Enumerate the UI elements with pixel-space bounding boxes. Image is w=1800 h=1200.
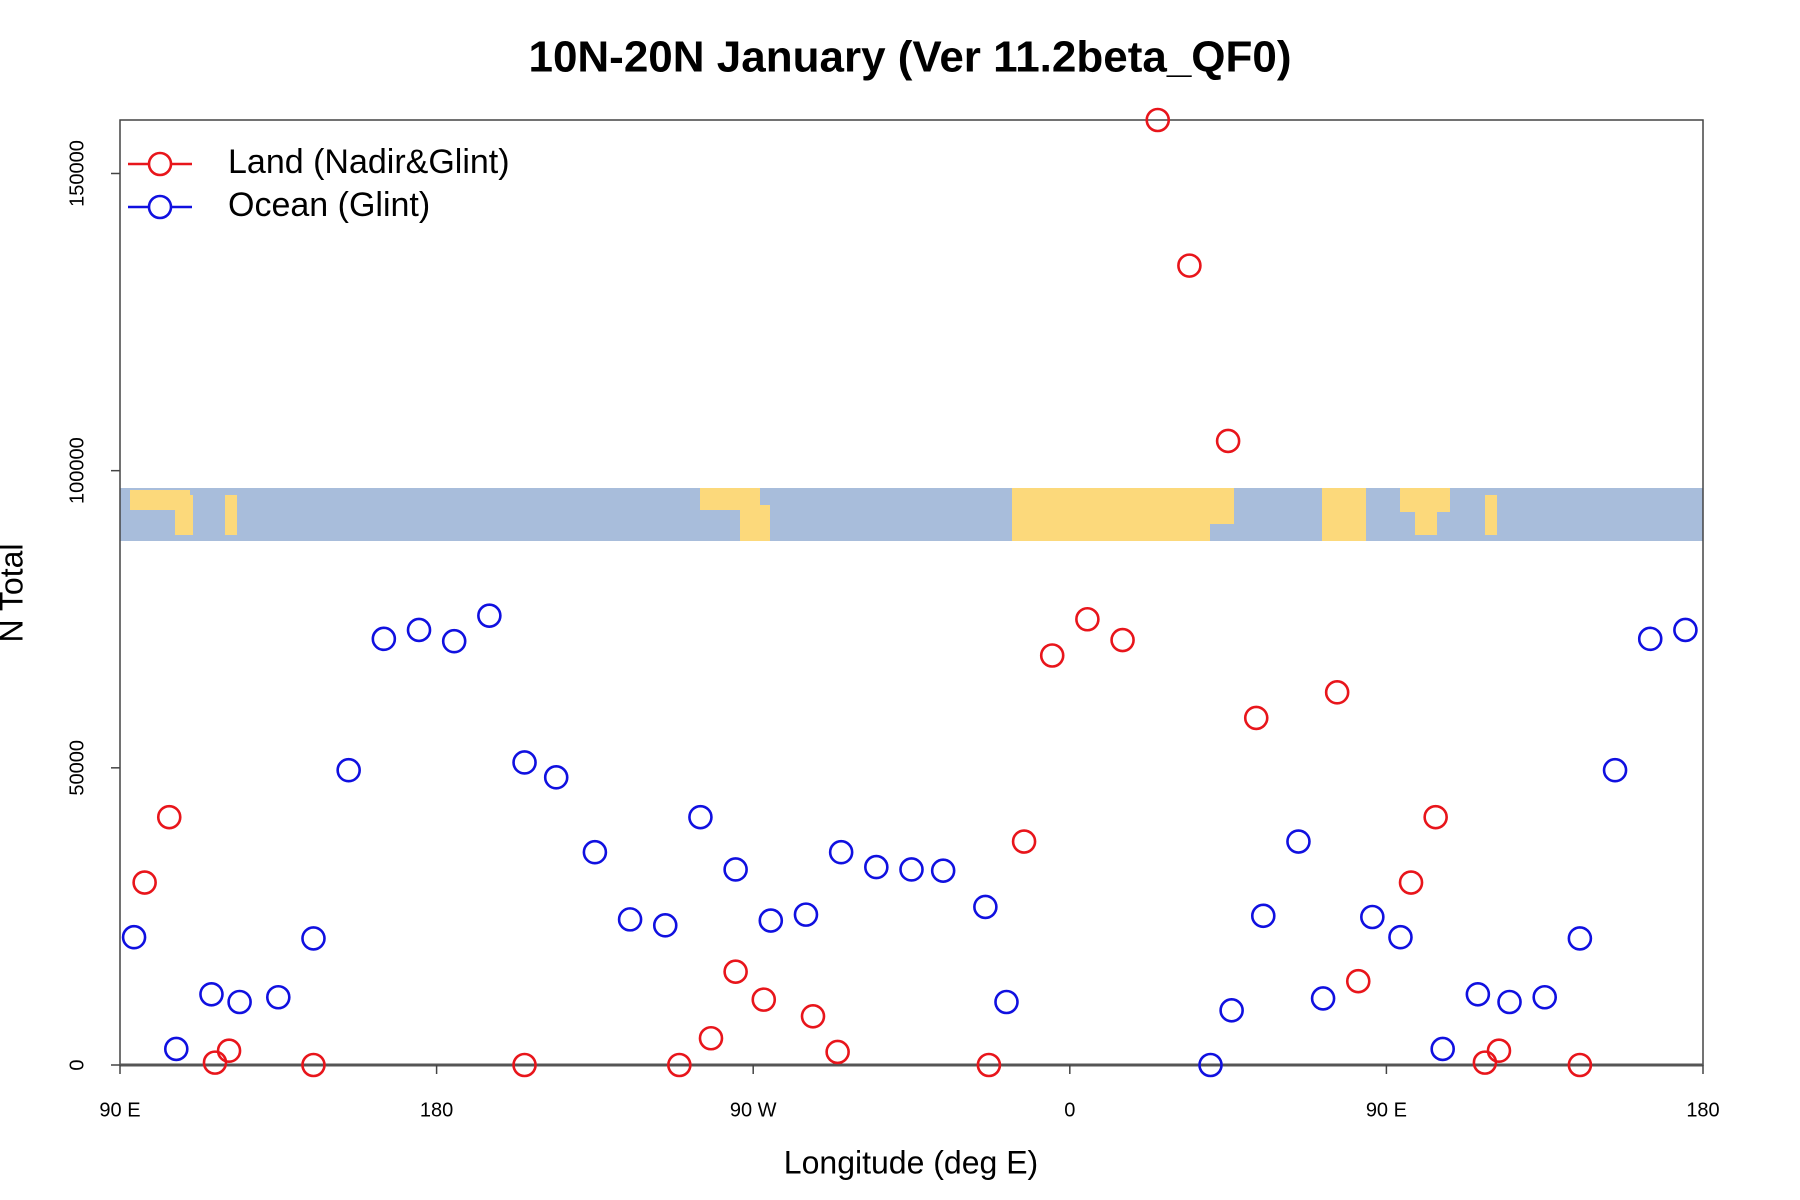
point [1215, 428, 1241, 454]
point [1198, 1052, 1223, 1078]
point [1465, 981, 1491, 1007]
point [1567, 1052, 1593, 1078]
point [899, 857, 924, 882]
point [1398, 870, 1424, 895]
map-land [740, 505, 770, 541]
point [1345, 968, 1371, 994]
point [1567, 926, 1593, 951]
map-land [175, 495, 193, 535]
point [1497, 989, 1522, 1015]
point [930, 858, 956, 883]
point [1310, 986, 1336, 1011]
x-axis-label: Longitude (deg E) [784, 1144, 1038, 1180]
x-tick-label: 180 [420, 1099, 453, 1121]
point [582, 839, 608, 865]
point [652, 913, 678, 938]
point [617, 907, 643, 932]
point [1486, 1038, 1512, 1064]
x-tick-label: 0 [1064, 1099, 1075, 1121]
legend-marker [147, 194, 173, 220]
point [1039, 643, 1065, 668]
map-land [1415, 505, 1437, 535]
map-land [700, 488, 760, 510]
point [132, 870, 157, 895]
y-tick-label: 0 [66, 1059, 88, 1070]
map-strip [120, 488, 1703, 541]
point [1145, 107, 1171, 133]
point [698, 1025, 724, 1051]
chart-title: 10N-20N January (Ver 11.2beta_QF0) [528, 33, 1291, 82]
point [723, 857, 748, 882]
legend-label: Land (Nadir&Glint) [228, 143, 510, 181]
point [1243, 705, 1269, 731]
legend-marker [147, 151, 173, 177]
point [1110, 627, 1135, 653]
point [199, 981, 224, 1007]
point [800, 1003, 826, 1029]
point [825, 1039, 850, 1065]
point [751, 987, 777, 1012]
point [406, 617, 432, 643]
point [301, 926, 326, 951]
point [156, 804, 182, 830]
point [1673, 617, 1698, 643]
point [512, 1052, 537, 1078]
point [1177, 253, 1202, 278]
y-tick-label: 50000 [66, 740, 88, 796]
point [512, 750, 537, 775]
y-tick-label: 150000 [66, 140, 88, 207]
point [994, 989, 1019, 1015]
x-tick-label: 90 E [99, 1099, 140, 1121]
map-land [1210, 488, 1234, 524]
point [227, 989, 252, 1015]
y-tick-label: 100000 [66, 437, 88, 504]
point [828, 839, 854, 865]
point [543, 765, 569, 790]
point [793, 902, 819, 927]
map-land [225, 495, 237, 535]
point [1388, 924, 1413, 950]
point [371, 626, 397, 652]
point [477, 603, 502, 628]
x-tick-label: 90 E [1366, 1099, 1407, 1121]
point [973, 894, 998, 920]
point [121, 924, 147, 950]
point [1430, 1036, 1455, 1062]
point [163, 1036, 189, 1062]
point [336, 757, 361, 783]
point [1423, 804, 1448, 830]
map-land [1322, 488, 1366, 541]
legend-label: Ocean (Glint) [228, 186, 430, 224]
point [216, 1038, 242, 1064]
point [1532, 984, 1557, 1010]
point [1286, 829, 1311, 854]
point [1602, 757, 1628, 783]
x-tick-label: 180 [1686, 1099, 1719, 1121]
point [976, 1052, 1002, 1078]
point [1360, 904, 1385, 930]
map-ocean [120, 488, 1703, 541]
point [667, 1052, 692, 1078]
point [1637, 626, 1663, 652]
point [1250, 903, 1276, 929]
x-tick-label: 90 W [730, 1099, 777, 1121]
point [1219, 998, 1244, 1023]
point [864, 854, 889, 880]
point [1011, 829, 1037, 854]
point [301, 1052, 326, 1078]
point [758, 908, 784, 933]
point [1324, 680, 1350, 705]
point [1075, 606, 1100, 632]
point [441, 628, 467, 654]
map-land [1485, 495, 1497, 535]
point [723, 959, 748, 984]
point [688, 804, 713, 830]
point [265, 984, 291, 1010]
y-axis-label: N Total [0, 543, 29, 642]
map-land [1012, 488, 1210, 541]
